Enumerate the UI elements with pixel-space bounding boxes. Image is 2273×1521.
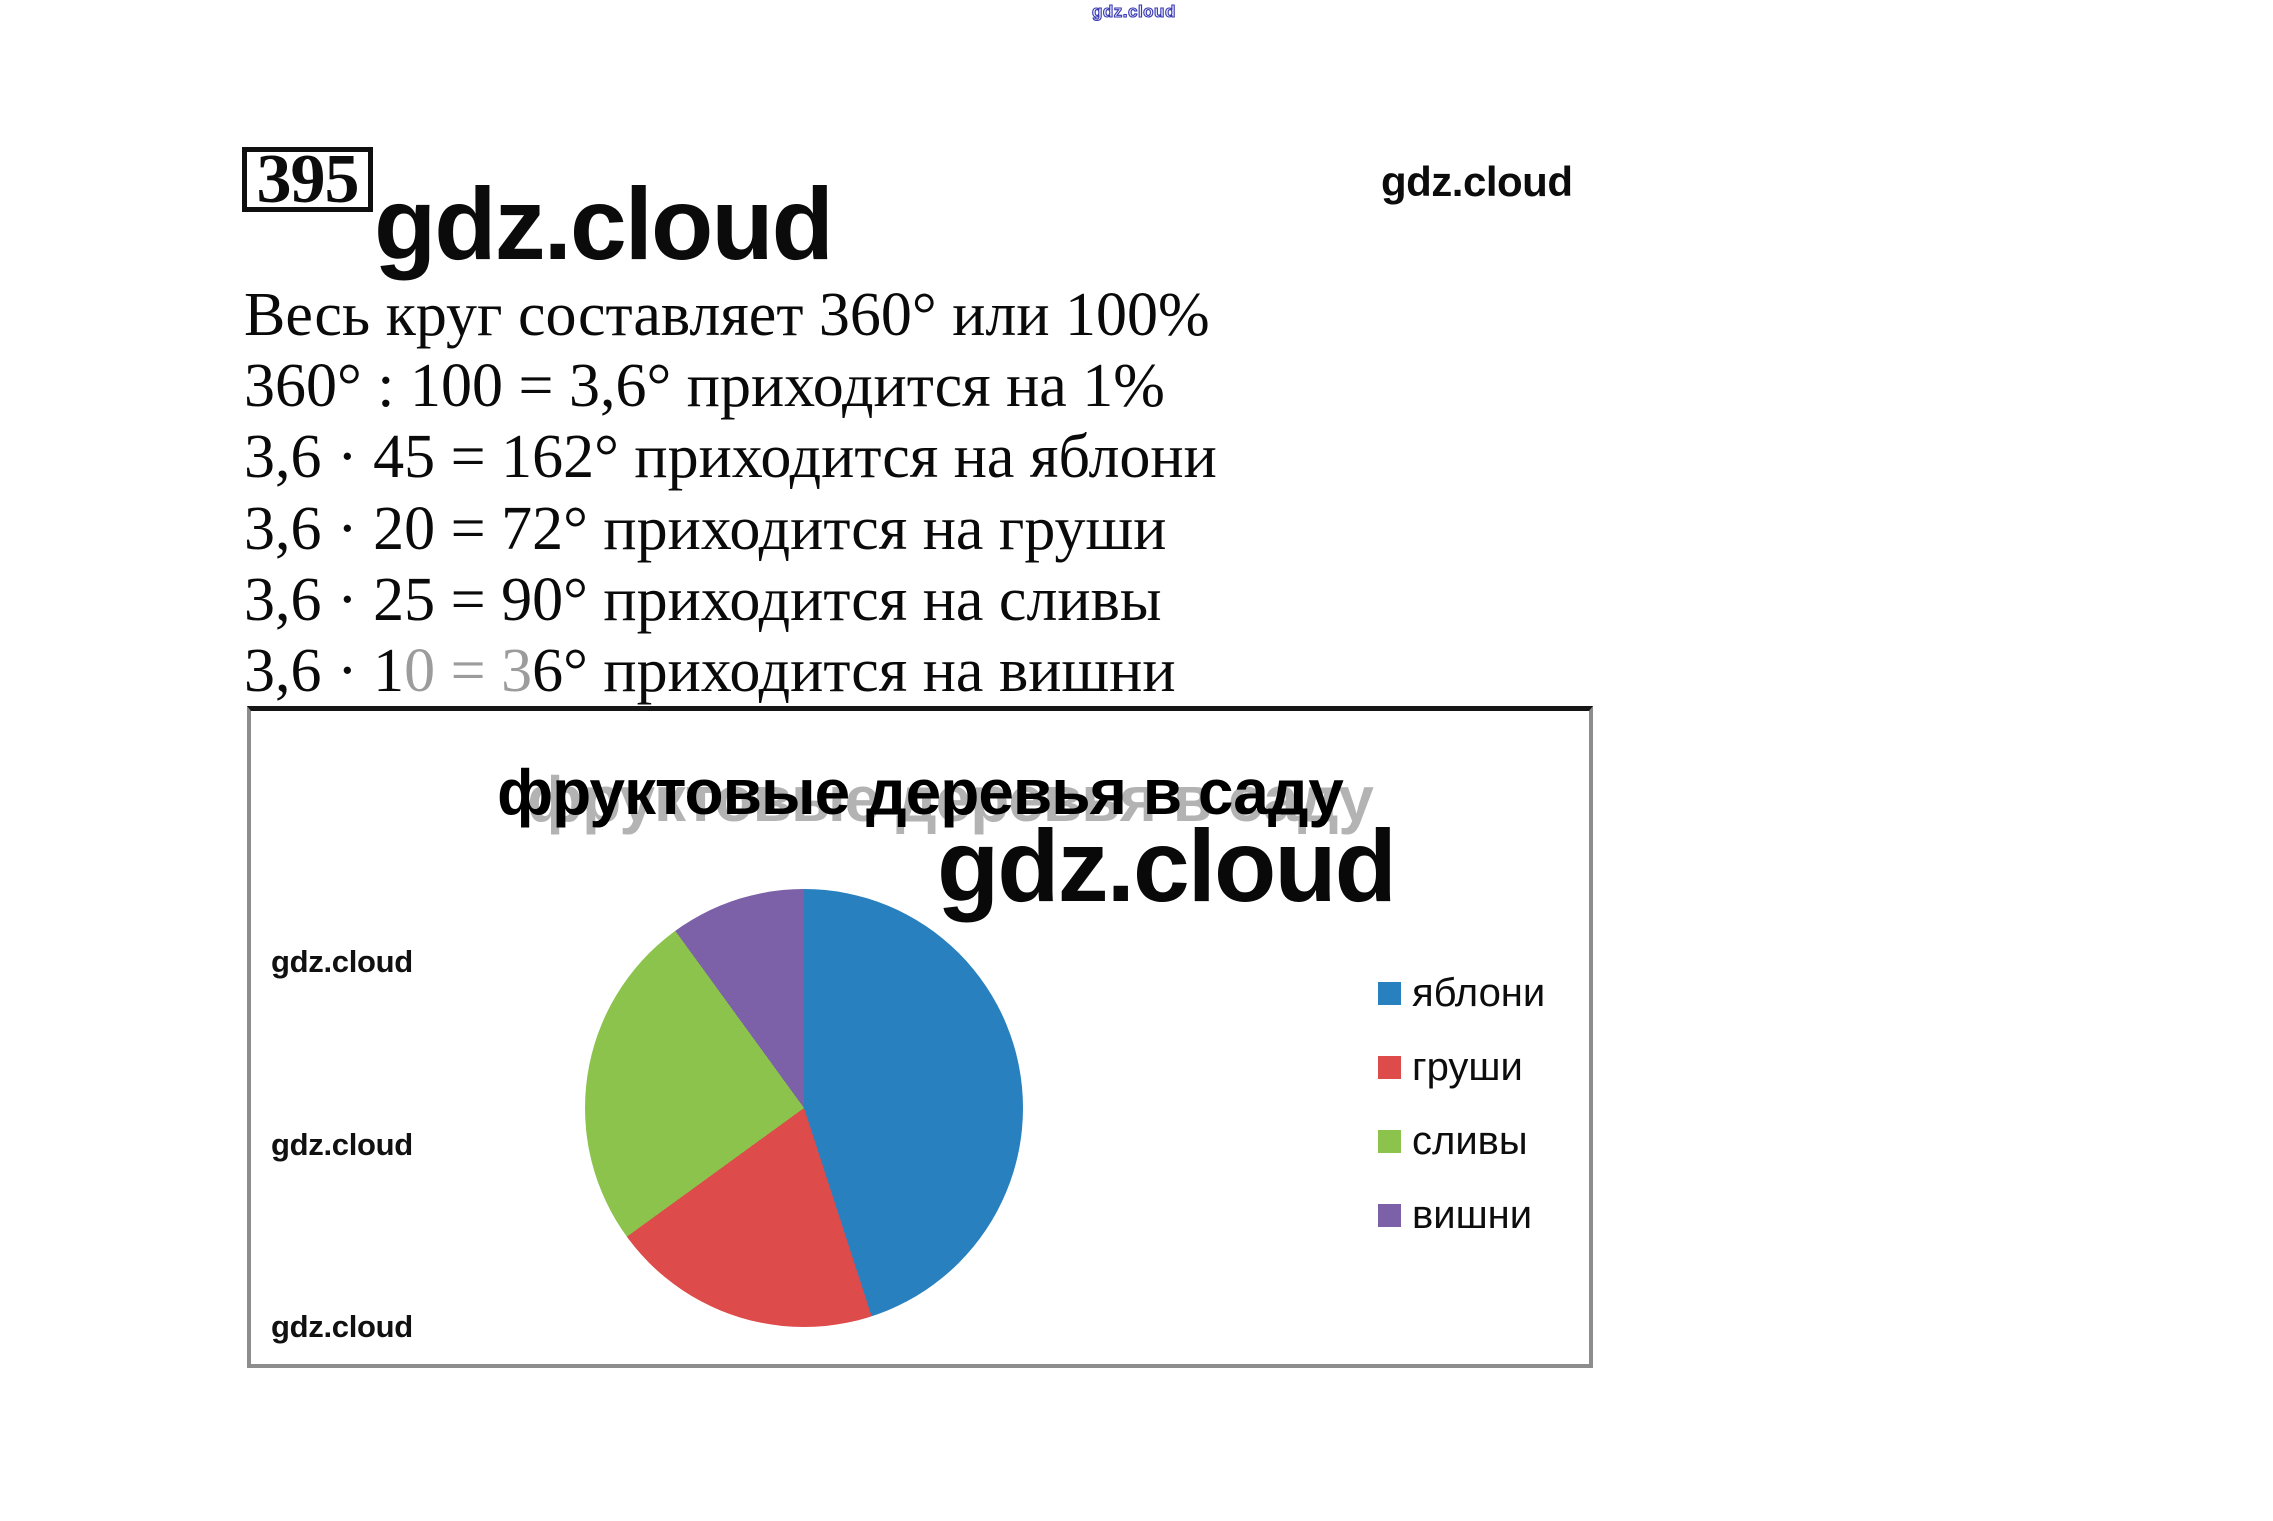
solution-line-3: 3,6 · 45 = 162° приходится на яблони <box>244 423 1217 492</box>
header-watermark: gdz.cloud <box>374 167 834 281</box>
solution-line-6-start: 3,6 · 1 <box>244 637 405 706</box>
side-watermark-3: gdz.cloud <box>271 1309 413 1344</box>
solution-line-5: 3,6 · 25 = 90° приходится на сливы <box>244 565 1162 634</box>
problem-number-badge: 395 <box>242 140 373 218</box>
chart-watermark: gdz.cloud <box>937 809 1397 923</box>
top-watermark: gdz.cloud <box>1091 1 1176 21</box>
chart-legend: яблони груши сливы вишни <box>1378 973 1545 1269</box>
chart-panel: фруктовые деревья в саду gdz.cloud gdz.c… <box>247 706 1593 1368</box>
side-watermark-2: gdz.cloud <box>271 1127 413 1162</box>
top-right-watermark: gdz.cloud <box>1381 158 1573 205</box>
legend-swatch-apples <box>1378 981 1401 1005</box>
legend-item-apples: яблони <box>1378 973 1545 1013</box>
legend-item-cherries: вишни <box>1378 1195 1545 1235</box>
side-watermark-1: gdz.cloud <box>271 944 413 979</box>
legend-swatch-pears <box>1378 1055 1401 1079</box>
solution-line-2: 360° : 100 = 3,6° приходится на 1% <box>244 352 1165 421</box>
solution-text: Весь круг составляет 360° или 100% 360° … <box>244 280 1217 707</box>
solution-line-1: Весь круг составляет 360° или 100% <box>244 281 1210 349</box>
solution-line-6: 3,6 · 10 = 36° приходится на вишни <box>244 636 1217 707</box>
pie-chart <box>585 889 1023 1327</box>
legend-label-apples: яблони <box>1412 971 1546 1015</box>
solution-line-6-end: 6° приходится на вишни <box>532 637 1176 706</box>
legend-label-cherries: вишни <box>1412 1193 1533 1237</box>
legend-label-plums: сливы <box>1412 1119 1528 1163</box>
problem-number: 395 <box>256 140 360 218</box>
legend-label-pears: груши <box>1412 1045 1523 1089</box>
legend-swatch-cherries <box>1378 1203 1401 1227</box>
solution-line-4: 3,6 · 20 = 72° приходится на груши <box>244 494 1167 563</box>
legend-item-plums: сливы <box>1378 1121 1545 1161</box>
solution-line-6-faded: 0 = 3 <box>404 637 533 706</box>
legend-swatch-plums <box>1378 1129 1401 1153</box>
legend-item-pears: груши <box>1378 1047 1545 1087</box>
chart-title: фруктовые деревья в саду <box>497 756 1344 828</box>
